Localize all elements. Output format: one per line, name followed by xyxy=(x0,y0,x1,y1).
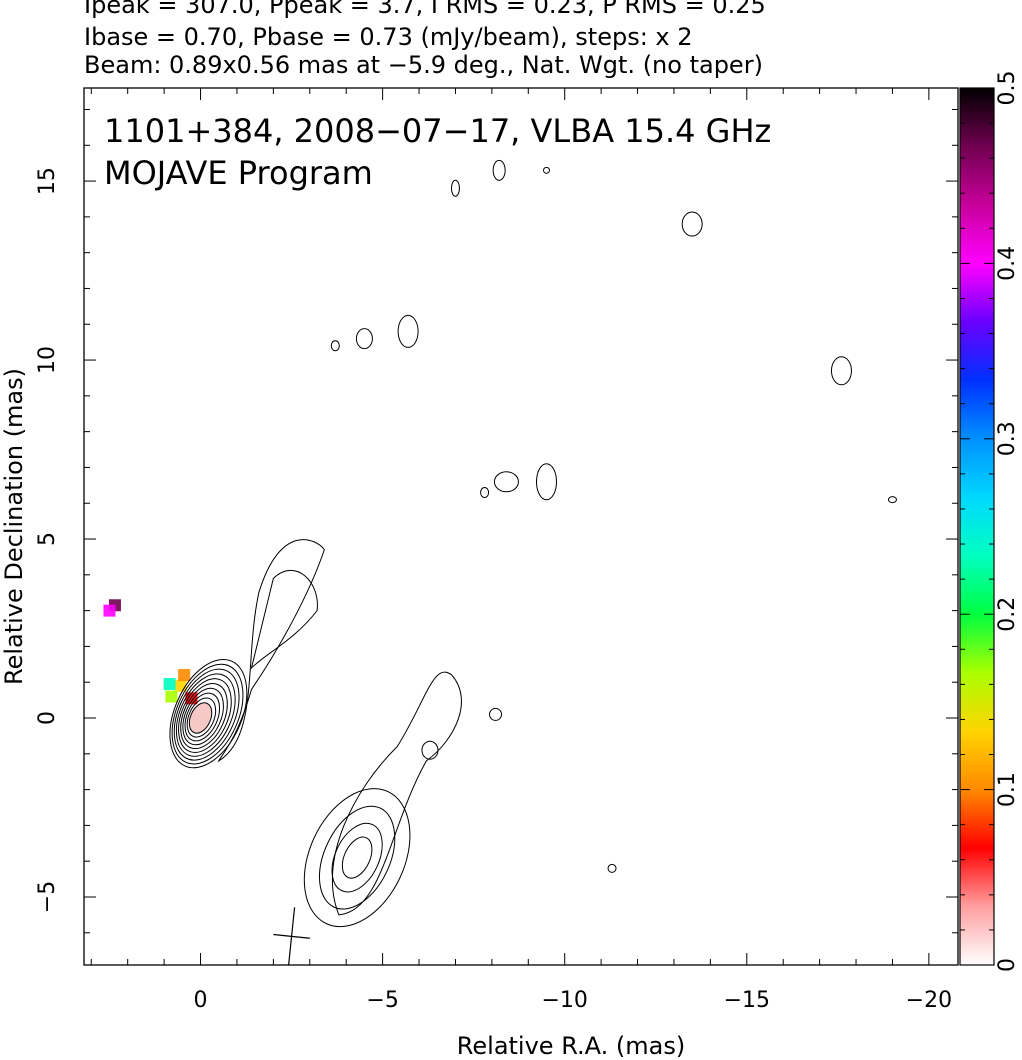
colorbar-tick-label: 0.1 xyxy=(995,772,1020,807)
y-tick-label: −5 xyxy=(35,881,60,913)
ghost-contour xyxy=(303,788,411,928)
core-contour xyxy=(182,687,224,746)
jet-contour xyxy=(250,569,318,670)
polarization-pixel xyxy=(165,690,178,703)
noise-contour xyxy=(542,166,550,174)
header-beam-line: Beam: 0.89x0.56 mas at −5.9 deg., Nat. W… xyxy=(84,51,763,79)
colorbar-tick-label: 0 xyxy=(995,958,1020,972)
colorbar xyxy=(959,87,995,966)
colorbar-tick-label: 0.2 xyxy=(995,597,1020,632)
ghost-contour xyxy=(331,822,383,893)
y-tick-label: 5 xyxy=(35,532,60,546)
x-tick-label: 0 xyxy=(194,988,208,1013)
noise-contour xyxy=(607,863,617,873)
noise-contour xyxy=(887,496,897,504)
noise-contour xyxy=(355,328,373,350)
header-base-line: Ibase = 0.70, Pbase = 0.73 (mJy/beam), s… xyxy=(84,23,693,51)
ghost-contour xyxy=(341,836,373,879)
y-tick-label: 10 xyxy=(35,346,60,374)
ghost-contour xyxy=(331,671,462,916)
core-contour xyxy=(169,658,248,769)
core-contour xyxy=(178,678,232,753)
core-contour xyxy=(175,673,236,757)
x-tick-label: −15 xyxy=(724,988,770,1013)
core-contour xyxy=(180,683,228,750)
x-tick-label: −5 xyxy=(366,988,398,1013)
x-axis-label: Relative R.A. (mas) xyxy=(457,1032,685,1060)
colorbar-tick-label: 0.3 xyxy=(995,421,1020,456)
polarization-pixel xyxy=(174,679,187,692)
core-contour xyxy=(184,692,221,742)
polarization-pixel xyxy=(178,669,191,682)
noise-contour xyxy=(681,211,703,237)
noise-contour xyxy=(480,486,490,498)
y-axis-label: Relative Declination (mas) xyxy=(0,368,28,685)
colorbar-tick-label: 0.4 xyxy=(995,246,1020,281)
plot-frame xyxy=(83,87,959,966)
x-tick-label: −10 xyxy=(541,988,587,1013)
noise-contour xyxy=(535,463,557,501)
ghost-contour xyxy=(319,805,396,910)
program-annotation: MOJAVE Program xyxy=(104,154,373,192)
noise-contour xyxy=(492,159,506,181)
jet-contour xyxy=(217,539,325,763)
noise-contour xyxy=(830,356,852,386)
header-peak-line: Ipeak = 307.0, Ppeak = 3.7, I RMS = 0.23… xyxy=(84,0,766,19)
noise-contour xyxy=(330,340,340,352)
core-contour xyxy=(186,697,217,738)
y-tick-label: 15 xyxy=(35,167,60,195)
y-tick-label: 0 xyxy=(35,711,60,725)
noise-contour xyxy=(421,740,439,760)
noise-contour xyxy=(493,471,519,493)
colorbar-tick-label: 0.5 xyxy=(995,71,1020,106)
noise-contour xyxy=(397,314,419,348)
noise-contour xyxy=(489,707,503,721)
noise-contour xyxy=(450,179,460,197)
beam-minor-axis xyxy=(273,933,310,939)
core-contour xyxy=(171,663,244,765)
core-contour xyxy=(188,702,213,734)
source-annotation: 1101+384, 2008−07−17, VLBA 15.4 GHz xyxy=(104,112,771,150)
x-tick-label: −20 xyxy=(906,988,952,1013)
core-contour xyxy=(173,668,240,761)
polarization-pixel xyxy=(103,604,116,617)
polarization-pixel xyxy=(163,678,176,691)
